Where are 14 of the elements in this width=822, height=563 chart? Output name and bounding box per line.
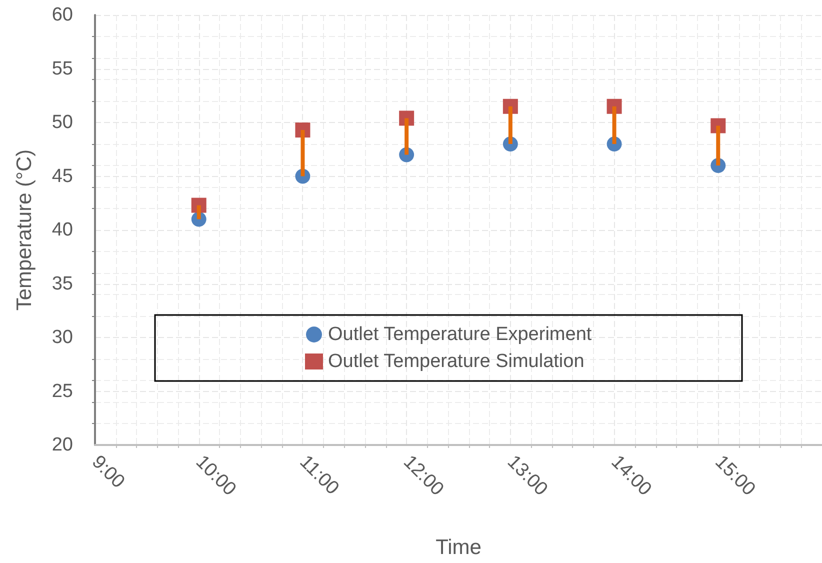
y-tick-label: 35: [52, 273, 73, 294]
legend-label: Outlet Temperature Simulation: [328, 351, 584, 372]
y-tick-label: 45: [52, 166, 73, 187]
y-tick-label: 40: [52, 220, 73, 240]
x-tick-label: 9:00: [88, 452, 129, 493]
y-axis-title: Temperature (°C): [13, 149, 36, 311]
y-tick-label: 50: [52, 112, 73, 133]
y-tick-label: 30: [52, 327, 73, 348]
x-axis-title: Time: [436, 536, 482, 559]
y-tick-label: 55: [52, 58, 73, 80]
y-tick-label: 25: [52, 380, 73, 402]
y-tick-label: 60: [52, 4, 73, 26]
y-tick-label: 20: [52, 434, 73, 456]
legend-label: Outlet Temperature Experiment: [328, 324, 592, 345]
